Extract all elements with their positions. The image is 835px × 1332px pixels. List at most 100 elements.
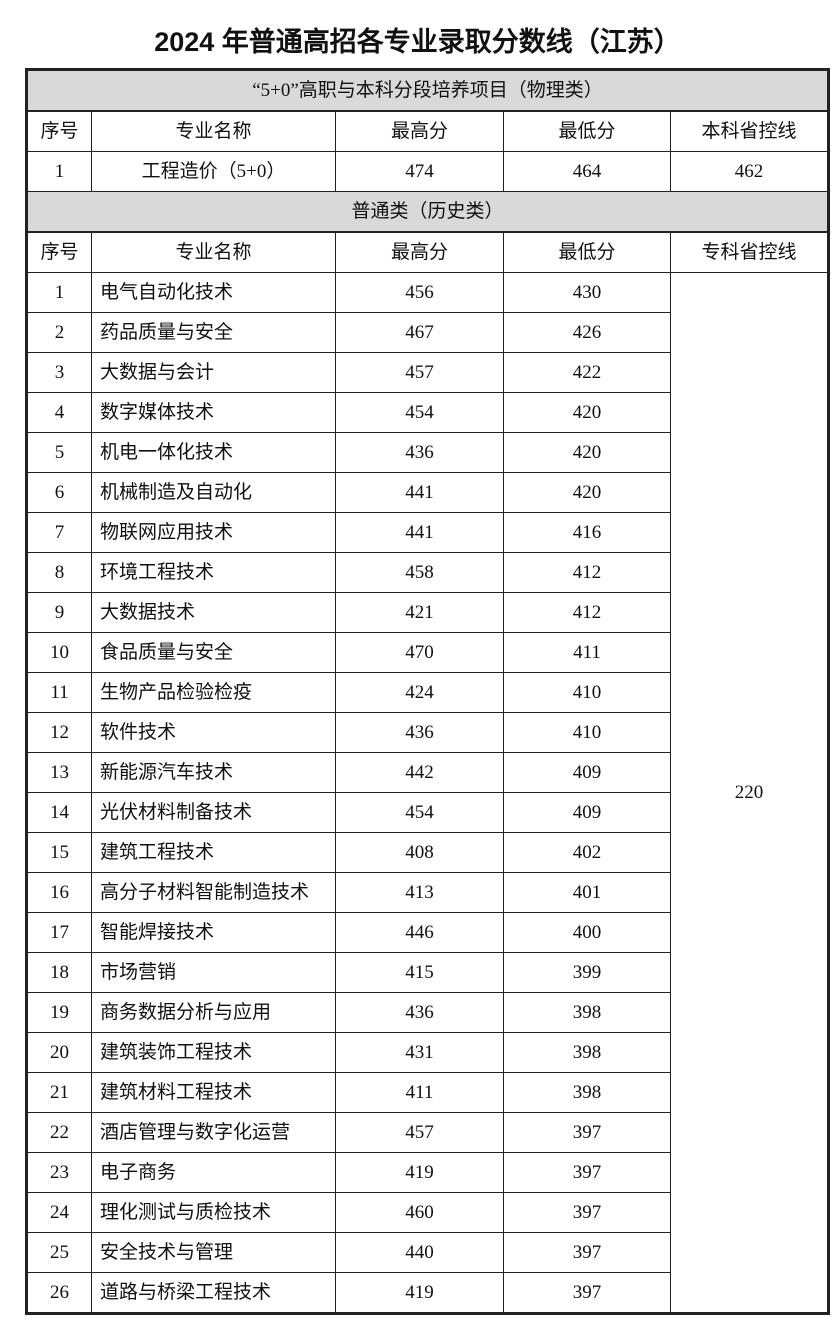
- max-score: 470: [335, 632, 504, 673]
- min-score: 401: [503, 872, 671, 913]
- max-score: 467: [335, 312, 504, 353]
- major-name: 环境工程技术: [91, 552, 336, 593]
- min-score: 422: [503, 352, 671, 393]
- max-score: 442: [335, 752, 504, 793]
- major-name: 大数据与会计: [91, 352, 336, 393]
- major-name: 物联网应用技术: [91, 512, 336, 553]
- row-number: 10: [26, 632, 92, 673]
- min-score: 464: [503, 151, 671, 192]
- table-row: 19 商务数据分析与应用 436 398: [26, 992, 829, 1033]
- section-title-row: 普通类（历史类）: [26, 191, 829, 233]
- row-number: 26: [26, 1272, 92, 1314]
- max-score: 421: [335, 592, 504, 633]
- table-header-row: 序号 专业名称 最高分 最低分 本科省控线: [26, 110, 829, 152]
- max-score: 424: [335, 672, 504, 713]
- max-score: 458: [335, 552, 504, 593]
- row-number: 17: [26, 912, 92, 953]
- table-row: 9 大数据技术 421 412: [26, 592, 829, 633]
- max-score: 457: [335, 352, 504, 393]
- max-score: 436: [335, 712, 504, 753]
- row-number: 16: [26, 872, 92, 913]
- control-line: 462: [670, 151, 829, 192]
- table-row: 17 智能焊接技术 446 400: [26, 912, 829, 953]
- row-number: 24: [26, 1192, 92, 1233]
- row-number: 1: [26, 151, 92, 192]
- row-number: 18: [26, 952, 92, 993]
- table-row: 10 食品质量与安全 470 411: [26, 632, 829, 673]
- min-score: 412: [503, 592, 671, 633]
- table-row: 7 物联网应用技术 441 416: [26, 512, 829, 553]
- max-score: 413: [335, 872, 504, 913]
- control-header: 本科省控线: [670, 110, 829, 152]
- major-name: 高分子材料智能制造技术: [91, 872, 336, 913]
- min-score: 398: [503, 992, 671, 1033]
- major-name: 新能源汽车技术: [91, 752, 336, 793]
- max-header: 最高分: [335, 231, 504, 273]
- max-score: 408: [335, 832, 504, 873]
- major-name: 理化测试与质检技术: [91, 1192, 336, 1233]
- major-name: 建筑材料工程技术: [91, 1072, 336, 1113]
- control-header: 专科省控线: [670, 231, 829, 273]
- row-number: 2: [26, 312, 92, 353]
- max-score: 454: [335, 792, 504, 833]
- max-score: 431: [335, 1032, 504, 1073]
- max-score: 457: [335, 1112, 504, 1153]
- major-name: 酒店管理与数字化运营: [91, 1112, 336, 1153]
- table-row: 25 安全技术与管理 440 397: [26, 1232, 829, 1273]
- min-score: 412: [503, 552, 671, 593]
- max-header: 最高分: [335, 110, 504, 152]
- row-number: 4: [26, 392, 92, 433]
- row-number: 25: [26, 1232, 92, 1273]
- max-score: 474: [335, 151, 504, 192]
- name-header: 专业名称: [91, 231, 336, 273]
- table-row: 26 道路与桥梁工程技术 419 397: [26, 1272, 829, 1314]
- row-number: 8: [26, 552, 92, 593]
- max-score: 441: [335, 472, 504, 513]
- major-name: 光伏材料制备技术: [91, 792, 336, 833]
- max-score: 436: [335, 992, 504, 1033]
- row-number: 13: [26, 752, 92, 793]
- page-title: 2024 年普通高招各专业录取分数线（江苏）: [154, 27, 681, 57]
- table-row: 15 建筑工程技术 408 402: [26, 832, 829, 873]
- major-name: 数字媒体技术: [91, 392, 336, 433]
- major-name: 建筑工程技术: [91, 832, 336, 873]
- min-score: 399: [503, 952, 671, 993]
- min-score: 411: [503, 632, 671, 673]
- control-line: 220: [670, 272, 829, 1314]
- min-score: 400: [503, 912, 671, 953]
- section-title: 普通类（历史类）: [26, 191, 829, 233]
- major-name: 机电一体化技术: [91, 432, 336, 473]
- row-number: 7: [26, 512, 92, 553]
- major-name: 机械制造及自动化: [91, 472, 336, 513]
- min-score: 420: [503, 392, 671, 433]
- max-score: 441: [335, 512, 504, 553]
- table-row: 24 理化测试与质检技术 460 397: [26, 1192, 829, 1233]
- min-score: 397: [503, 1152, 671, 1193]
- max-score: 454: [335, 392, 504, 433]
- min-score: 420: [503, 432, 671, 473]
- major-name: 道路与桥梁工程技术: [91, 1272, 336, 1314]
- min-score: 430: [503, 272, 671, 313]
- major-name: 商务数据分析与应用: [91, 992, 336, 1033]
- major-name: 食品质量与安全: [91, 632, 336, 673]
- major-name: 生物产品检验检疫: [91, 672, 336, 713]
- min-header: 最低分: [503, 110, 671, 152]
- table-row: 22 酒店管理与数字化运营 457 397: [26, 1112, 829, 1153]
- max-score: 415: [335, 952, 504, 993]
- table-row: 6 机械制造及自动化 441 420: [26, 472, 829, 513]
- max-score: 419: [335, 1152, 504, 1193]
- section-title-row: “5+0”高职与本科分段培养项目（物理类）: [26, 69, 829, 112]
- table-row: 5 机电一体化技术 436 420: [26, 432, 829, 473]
- table-row: 3 大数据与会计 457 422: [26, 352, 829, 393]
- row-number: 21: [26, 1072, 92, 1113]
- table-row: 11 生物产品检验检疫 424 410: [26, 672, 829, 713]
- row-number: 22: [26, 1112, 92, 1153]
- min-score: 409: [503, 752, 671, 793]
- table-row: 18 市场营销 415 399: [26, 952, 829, 993]
- min-score: 397: [503, 1272, 671, 1314]
- row-number: 3: [26, 352, 92, 393]
- major-name: 软件技术: [91, 712, 336, 753]
- min-score: 410: [503, 712, 671, 753]
- row-number: 19: [26, 992, 92, 1033]
- score-table: “5+0”高职与本科分段培养项目（物理类） 序号 专业名称 最高分 最低分 本科省控线 1 工…: [25, 68, 830, 1315]
